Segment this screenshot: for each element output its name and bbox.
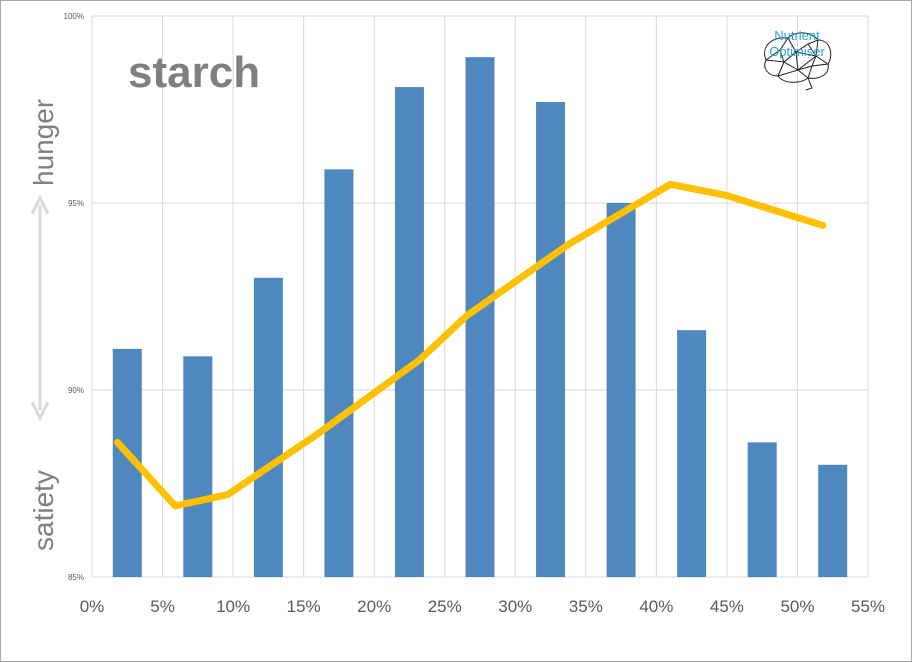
bar [747, 442, 777, 577]
bar [677, 330, 707, 577]
y-tick-label: 85% [68, 573, 84, 582]
hunger-label: hunger [28, 98, 59, 186]
bar [183, 356, 213, 577]
bar [394, 87, 424, 577]
brand-name-line1: Nutrient [774, 28, 820, 43]
brand-block: Nutrient Optimiser [752, 28, 842, 60]
bar [253, 277, 283, 577]
x-tick-label: 35% [569, 597, 603, 616]
x-tick-label: 40% [639, 597, 673, 616]
x-tick-label: 25% [428, 597, 462, 616]
bar [324, 169, 354, 577]
hunger-satiety-arrow [30, 194, 50, 422]
y-tick-label: 100% [64, 12, 84, 21]
series-line [113, 180, 827, 510]
brain-logo-icon [764, 32, 832, 91]
y-tick-label: 95% [68, 199, 84, 208]
x-tick-labels: 0% 5% 10% 15% 20% 25% 30% 35% 40% 45% 50% 55% [80, 597, 885, 616]
bar [818, 464, 848, 577]
x-tick-label: 45% [710, 597, 744, 616]
x-tick-label: 50% [780, 597, 814, 616]
x-tick-label: 55% [851, 597, 885, 616]
y-tick-label: 90% [68, 386, 84, 395]
satiety-label: satiety [28, 470, 59, 551]
chart-title: starch [128, 48, 261, 97]
bar [536, 102, 566, 578]
x-tick-label: 5% [150, 597, 175, 616]
line-series [113, 180, 827, 510]
y-tick-labels: 85% 90% 95% 100% [64, 12, 84, 582]
bars [112, 57, 848, 578]
x-tick-label: 10% [216, 597, 250, 616]
bar [606, 203, 636, 577]
x-tick-label: 20% [357, 597, 391, 616]
brand-name-line2: Optimiser [769, 44, 825, 59]
x-tick-label: 30% [498, 597, 532, 616]
x-tick-label: 0% [80, 597, 105, 616]
x-tick-label: 15% [287, 597, 321, 616]
